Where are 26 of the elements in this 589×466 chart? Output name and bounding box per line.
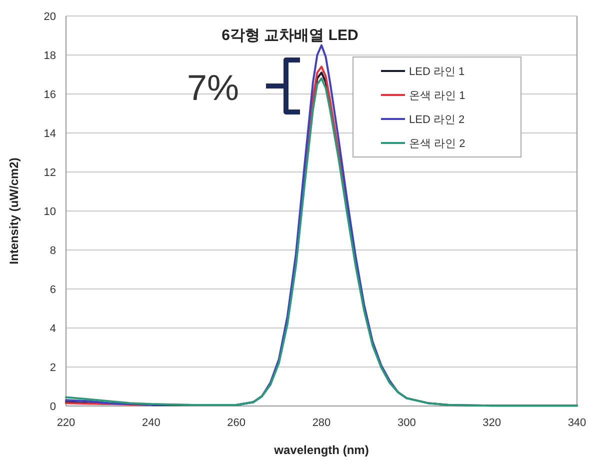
legend-label: 온색 라인 1 <box>409 90 466 102</box>
x-tick-label: 340 <box>568 417 586 429</box>
y-tick-label: 16 <box>44 89 56 101</box>
text: 6각형 교차배열 LED <box>222 27 358 44</box>
x-tick-label: 240 <box>142 417 160 429</box>
x-axis-title: wavelength (nm) <box>273 443 369 457</box>
y-tick-label: 18 <box>44 50 56 62</box>
y-tick-label: 14 <box>44 128 56 140</box>
y-tick-label: 20 <box>44 11 56 23</box>
annotation: 7% <box>186 67 240 108</box>
y-axis-title: Intensity (uW/cm2) <box>7 158 21 264</box>
y-tick-label: 6 <box>50 284 56 296</box>
x-tick-label: 300 <box>397 417 416 429</box>
y-tick-label: 12 <box>44 167 56 179</box>
x-tick-label: 280 <box>312 417 331 429</box>
legend-label: LED 라인 1 <box>409 66 465 78</box>
y-tick-label: 10 <box>44 206 56 218</box>
legend-label: 온색 라인 2 <box>409 138 466 150</box>
x-tick-label: 320 <box>482 417 502 429</box>
x-tick-label: 260 <box>227 417 246 429</box>
legend-label: LED 라인 2 <box>409 114 465 126</box>
y-tick-label: 0 <box>50 401 56 413</box>
y-tick-label: 2 <box>50 362 56 374</box>
y-tick-label: 4 <box>50 323 56 335</box>
x-tick-label: 220 <box>56 417 76 429</box>
y-tick-label: 8 <box>50 245 56 257</box>
